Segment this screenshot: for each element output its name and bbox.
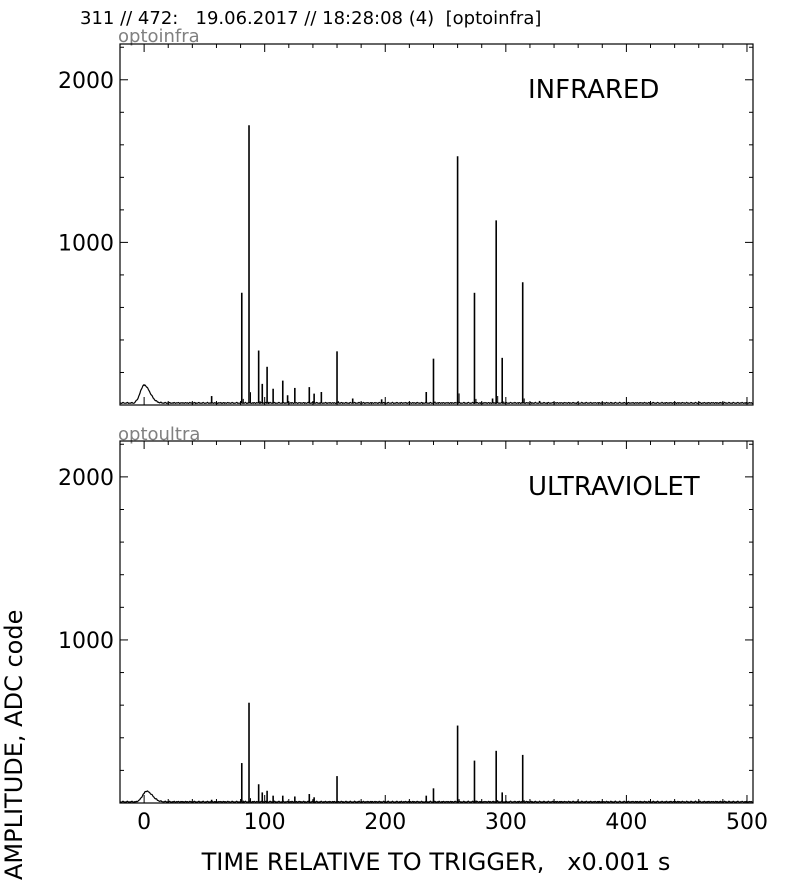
plot-frame-optoultra	[119, 440, 754, 804]
y-tick-label: 1000	[58, 629, 114, 654]
x-tick-label: 200	[364, 810, 406, 835]
x-tick-label: 500	[726, 810, 768, 835]
x-tick-label: 0	[137, 810, 151, 835]
signal-trace-optoultra	[119, 790, 754, 804]
y-tick-label: 1000	[58, 231, 114, 256]
x-tick-label: 100	[244, 810, 286, 835]
top-panel-channel-label: optoinfra	[118, 26, 200, 47]
bottom-panel-channel-label: optoultra	[118, 424, 201, 445]
x-tick-label: 300	[485, 810, 527, 835]
x-tick-label: 400	[605, 810, 647, 835]
y-axis-label: AMPLITUDE, ADC code	[0, 609, 28, 880]
panel-annotation-optoinfra: INFRARED	[528, 75, 659, 105]
x-axis-label: TIME RELATIVE TO TRIGGER, x0.001 s	[201, 848, 671, 876]
signal-trace-optoinfra	[119, 384, 754, 405]
chart-suptitle: 311 // 472: 19.06.2017 // 18:28:08 (4) […	[80, 8, 542, 29]
panel-annotation-optoultra: ULTRAVIOLET	[528, 472, 700, 502]
y-tick-label: 2000	[58, 466, 114, 491]
plot-frame-optoinfra	[119, 43, 754, 406]
y-tick-label: 2000	[58, 69, 114, 94]
